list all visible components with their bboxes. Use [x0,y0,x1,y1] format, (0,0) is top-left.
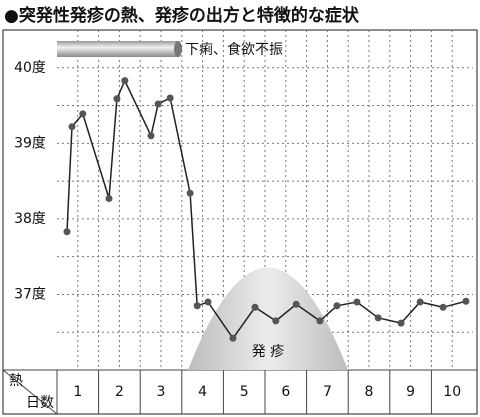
data-point [229,334,237,342]
data-point [121,77,129,85]
data-point [63,228,71,236]
x-tick-label: 10 [443,384,461,400]
data-point [416,298,424,306]
data-point [439,303,447,311]
data-point [292,300,300,308]
x-tick-label: 5 [240,384,249,400]
data-point [333,302,341,310]
data-point [374,314,382,322]
temperature-line [66,78,467,340]
rash-area [188,267,348,370]
symptom-bar [57,41,180,57]
rash-label: 発 疹 [252,344,284,360]
chart-title: ●突発性発疹の熱、発疹の出方と特徴的な症状 [4,5,360,26]
data-point [204,298,212,306]
data-point [166,94,174,102]
y-tick-label: 39度 [14,135,46,151]
x-tick-label: 4 [198,384,207,400]
data-point [251,303,259,311]
x-header: 日数 [26,395,54,411]
data-point [68,123,76,131]
data-point [186,189,194,197]
data-point [316,317,324,325]
y-tick-label: 37度 [14,286,46,302]
x-tick-label: 1 [73,384,82,400]
data-point [154,100,162,108]
data-point [462,297,470,305]
y-header: 熱 [9,373,23,389]
data-point [353,298,361,306]
symptom-label: 下痢、食欲不振 [185,41,283,58]
data-point [272,317,280,325]
data-point [105,194,113,202]
x-tick-label: 9 [406,384,415,400]
x-tick-label: 6 [281,384,290,400]
data-point [113,95,121,103]
data-point [147,132,155,140]
data-point [193,302,201,310]
x-tick-label: 8 [365,384,374,400]
x-tick-label: 7 [323,384,332,400]
symptom-bar-end [174,41,182,57]
y-tick-label: 40度 [14,60,46,76]
data-point [397,319,405,327]
data-point [79,110,87,118]
y-tick-label: 38度 [14,211,46,227]
frame [2,29,478,415]
x-tick-label: 3 [157,384,166,400]
x-tick-label: 2 [115,384,124,400]
header-diagonal [2,369,58,415]
